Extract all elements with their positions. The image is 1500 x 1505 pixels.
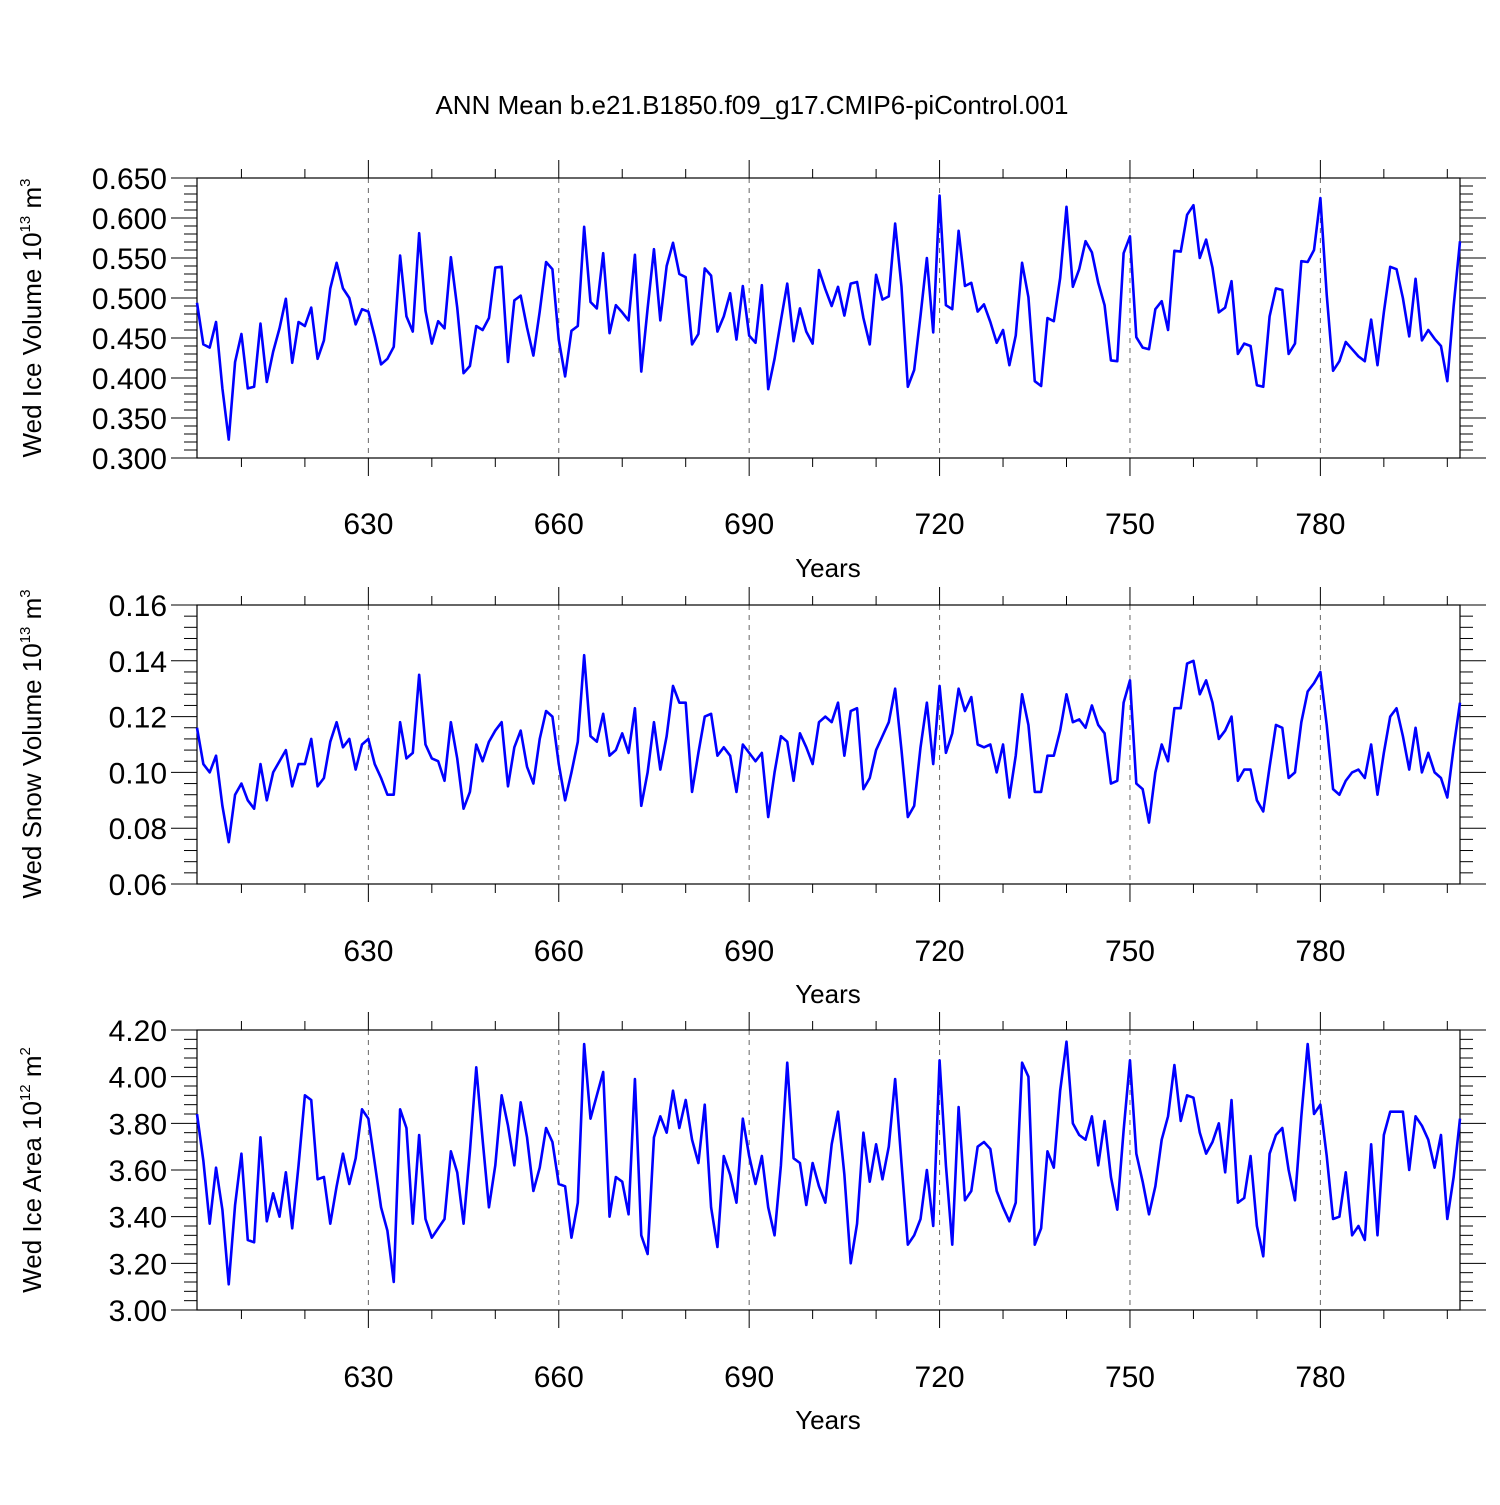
chart-title: ANN Mean b.e21.B1850.f09_g17.CMIP6-piCon… [435,90,1068,120]
panel-1: 0.300 0.350 0.400 0.450 0.500 0.550 0.600 0.650… [17,160,1486,583]
x-tick-label: 750 [1105,935,1155,968]
y-axis-label: Wed Snow Volume 1013 m3 [17,589,47,898]
x-axis-label: Years [795,1405,861,1435]
series-line [195,1040,1462,1286]
x-tick-label: 660 [534,508,584,541]
y-axis-label: Wed Ice Volume 1013 m3 [17,179,47,458]
y-tick-label: 4.00 [109,1062,167,1095]
y-tick-label: 3.20 [109,1248,167,1281]
y-tick-label: 0.300 [92,443,167,476]
y-tick-label: 3.60 [109,1155,167,1188]
y-tick-label: 0.450 [92,323,167,356]
y-tick-label: 0.14 [109,646,167,679]
y-tick-label: 0.650 [92,163,167,196]
y-tick-label: 0.12 [109,702,167,735]
x-tick-label: 630 [343,935,393,968]
y-tick-label: 0.10 [109,757,167,790]
x-tick-label: 720 [915,508,965,541]
y-tick-label: 0.550 [92,243,167,276]
y-tick-label: 3.00 [109,1295,167,1328]
x-axis-label: Years [795,553,861,583]
y-tick-label: 0.600 [92,203,167,236]
series-line [195,194,1462,441]
x-tick-label: 660 [534,1361,584,1394]
y-tick-label: 0.350 [92,403,167,436]
series-line [195,653,1462,844]
y-tick-label: 4.20 [109,1015,167,1048]
x-tick-label: 720 [915,1361,965,1394]
x-axis-label: Years [795,979,861,1009]
y-axis-label: Wed Ice Area 1012 m2 [17,1047,47,1293]
y-tick-label: 0.06 [109,869,167,902]
x-tick-label: 750 [1105,1361,1155,1394]
panel-3: 3.00 3.20 3.40 3.60 3.80 4.00 4.20 630 660 690 720… [17,1012,1486,1435]
y-tick-label: 3.80 [109,1108,167,1141]
panel-2: 0.06 0.08 0.10 0.12 0.14 0.16 630 660 690 720 750 7… [17,587,1486,1009]
x-tick-label: 780 [1295,508,1345,541]
x-tick-label: 690 [724,1361,774,1394]
x-tick-label: 720 [915,935,965,968]
x-tick-label: 780 [1295,1361,1345,1394]
x-tick-label: 780 [1295,935,1345,968]
x-tick-label: 690 [724,508,774,541]
y-tick-label: 0.08 [109,813,167,846]
y-tick-label: 0.500 [92,283,167,316]
x-tick-label: 630 [343,508,393,541]
y-tick-label: 0.400 [92,363,167,396]
x-tick-label: 750 [1105,508,1155,541]
y-tick-label: 3.40 [109,1202,167,1235]
x-tick-label: 660 [534,935,584,968]
plot-frame [196,604,1461,885]
y-tick-label: 0.16 [109,590,167,623]
x-tick-label: 630 [343,1361,393,1394]
plot-frame [196,177,1461,459]
x-tick-label: 690 [724,935,774,968]
